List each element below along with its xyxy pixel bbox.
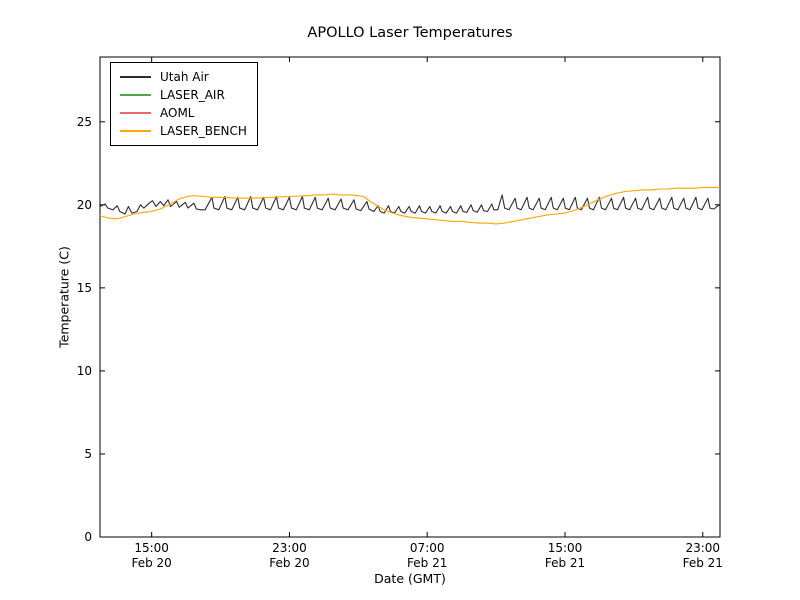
- legend-item: Utah Air: [120, 68, 247, 86]
- chart-title: APOLLO Laser Temperatures: [307, 25, 513, 41]
- legend-line-sample: [120, 112, 151, 114]
- legend-item-label: AOML: [160, 106, 195, 120]
- x-tick-time: 23:00: [685, 541, 721, 555]
- y-tick-label: 15: [76, 280, 92, 295]
- legend-line-sample: [120, 130, 151, 132]
- legend-line-sample: [120, 94, 151, 96]
- legend-item-label: Utah Air: [160, 70, 209, 84]
- x-tick-label: 15:00 Feb 20: [107, 541, 197, 571]
- legend-line-sample: [120, 76, 151, 78]
- x-tick-date: Feb 20: [269, 556, 310, 570]
- x-tick-date: Feb 21: [407, 556, 448, 570]
- series-line-laser-bench: [99, 186, 720, 225]
- x-tick-date: Feb 21: [682, 556, 723, 570]
- legend-item: AOML: [120, 104, 247, 122]
- legend: Utah Air LASER_AIR AOML LASER_BENCH: [110, 62, 258, 146]
- legend-item: LASER_BENCH: [120, 122, 247, 140]
- x-tick-label: 23:00 Feb 21: [658, 541, 748, 571]
- x-tick-date: Feb 20: [131, 556, 172, 570]
- x-tick-label: 07:00 Feb 21: [382, 541, 472, 571]
- series-line-utah-air: [99, 194, 721, 215]
- x-tick-label: 23:00 Feb 20: [244, 541, 334, 571]
- x-tick-label: 15:00 Feb 21: [520, 541, 610, 571]
- x-tick-time: 07:00: [409, 541, 445, 555]
- x-tick-time: 15:00: [134, 541, 169, 555]
- legend-item-label: LASER_AIR: [160, 88, 225, 102]
- legend-item: LASER_AIR: [120, 86, 247, 104]
- axes-frame: [99, 56, 721, 538]
- y-tick-label: 5: [84, 446, 92, 461]
- x-tick-date: Feb 21: [544, 556, 586, 570]
- y-axis-label: Temperature (C): [56, 246, 72, 348]
- x-tick-time: 15:00: [547, 541, 583, 555]
- y-tick-label: 0: [84, 530, 92, 544]
- y-tick-label: 20: [76, 197, 92, 212]
- legend-item-label: LASER_BENCH: [160, 124, 247, 138]
- y-tick-label: 10: [76, 363, 92, 378]
- y-tick-label: 25: [76, 114, 92, 129]
- x-axis-label: Date (GMT): [374, 571, 446, 586]
- x-tick-time: 23:00: [272, 541, 307, 555]
